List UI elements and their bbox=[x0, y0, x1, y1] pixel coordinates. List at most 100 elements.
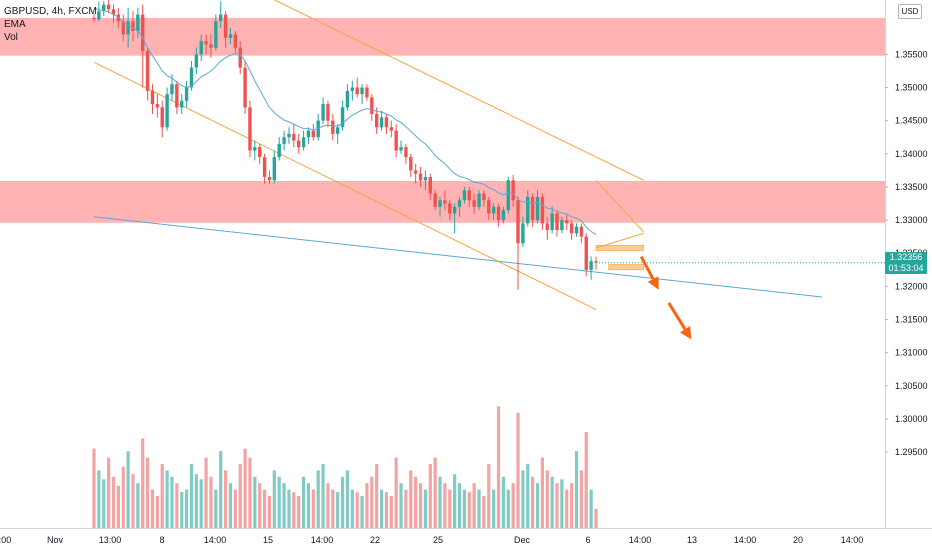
current-price-tag: 1.32356 01:53:04 bbox=[885, 251, 927, 274]
candle-body bbox=[540, 196, 545, 224]
candle-body bbox=[579, 226, 584, 237]
support-line[interactable] bbox=[93, 216, 822, 298]
candle bbox=[487, 196, 491, 221]
projection-arrow-1-head bbox=[647, 276, 659, 290]
candle bbox=[589, 256, 593, 280]
volume-bar bbox=[92, 448, 96, 528]
volume-bar bbox=[175, 483, 179, 528]
symbol-label[interactable]: GBPUSD, 4h, FXCM bbox=[4, 6, 97, 17]
volume-bar bbox=[340, 476, 345, 528]
candle-body bbox=[594, 261, 598, 263]
candle bbox=[175, 80, 179, 115]
candle-body bbox=[267, 176, 272, 181]
candle bbox=[214, 14, 218, 52]
candle-body bbox=[175, 84, 179, 108]
candle-body bbox=[253, 147, 257, 151]
volume-bar bbox=[248, 457, 252, 528]
volume-bar bbox=[204, 457, 208, 528]
zone-1[interactable] bbox=[595, 244, 644, 251]
x-tick-label: 22 bbox=[370, 535, 380, 545]
volume-bar bbox=[321, 464, 325, 528]
price-axis[interactable]: 1.35500 1.35000 1.34500 1.34000 1.33500 1.330… bbox=[596, 49, 928, 457]
x-tick-label: 20 bbox=[793, 535, 803, 545]
candle-body bbox=[136, 14, 140, 32]
volume-bar bbox=[535, 483, 540, 528]
resistance-zone-2 bbox=[0, 180, 885, 223]
volume-bar bbox=[126, 451, 130, 528]
volume-bar bbox=[570, 483, 574, 528]
candle bbox=[565, 213, 569, 231]
candle bbox=[448, 200, 452, 221]
x-tick-label: 14:00 bbox=[629, 535, 652, 545]
volume-bar bbox=[146, 457, 150, 528]
zone-2[interactable] bbox=[608, 264, 644, 271]
candle-body bbox=[355, 87, 359, 95]
candle-body bbox=[526, 196, 530, 224]
candle-body bbox=[277, 143, 281, 158]
candle-body bbox=[418, 173, 423, 181]
projection-arrow-1[interactable] bbox=[639, 255, 659, 290]
projection-arrow-2-shaft bbox=[667, 302, 687, 330]
volume-bar bbox=[131, 474, 135, 528]
upper-channel[interactable] bbox=[274, 0, 644, 181]
candle bbox=[233, 31, 238, 55]
y-tick-label: 1.30000 bbox=[895, 414, 928, 424]
volume-bar bbox=[189, 464, 194, 528]
candle-body bbox=[194, 54, 199, 68]
candle bbox=[136, 7, 140, 38]
volume-bar bbox=[155, 496, 159, 528]
vol-legend[interactable]: Vol bbox=[4, 32, 18, 43]
volume-bar bbox=[170, 476, 174, 528]
candle bbox=[569, 220, 574, 240]
volume-bar bbox=[292, 492, 296, 528]
volume-bar bbox=[214, 489, 218, 528]
candle-body bbox=[574, 226, 579, 234]
candle bbox=[462, 186, 467, 204]
candle-body bbox=[121, 21, 125, 35]
volume-bar bbox=[472, 483, 476, 528]
candle bbox=[438, 196, 442, 217]
candle-body bbox=[584, 236, 588, 270]
candle-countdown: 01:53:04 bbox=[888, 262, 924, 273]
candle-body bbox=[472, 200, 476, 207]
candle-body bbox=[189, 67, 194, 88]
volume-bar bbox=[545, 470, 549, 528]
y-tick-label: 1.34500 bbox=[895, 116, 928, 126]
candle bbox=[550, 206, 554, 234]
candle-body bbox=[287, 133, 291, 138]
candle-body bbox=[331, 120, 335, 134]
y-tick-label: 1.35000 bbox=[895, 83, 928, 93]
projection-arrow-2[interactable] bbox=[667, 302, 692, 340]
currency-badge[interactable]: USD bbox=[898, 4, 922, 19]
candle-body bbox=[155, 104, 160, 108]
x-tick-label: Nov bbox=[47, 535, 64, 545]
current-price-value: 1.32356 bbox=[889, 251, 923, 262]
volume-bar bbox=[414, 476, 418, 528]
candle bbox=[287, 127, 291, 144]
x-tick-label: 14:00 bbox=[204, 535, 227, 545]
y-tick-label: 1.30500 bbox=[895, 381, 928, 391]
candle bbox=[160, 100, 164, 138]
candle bbox=[92, 13, 96, 23]
volume-bar bbox=[111, 476, 116, 528]
volume-bar bbox=[487, 464, 491, 528]
candle-body bbox=[360, 87, 364, 95]
chart-legend: GBPUSD, 4h, FXCM EMA Vol bbox=[4, 5, 97, 44]
x-tick-label: 14:00 bbox=[841, 535, 864, 545]
candle-body bbox=[238, 47, 242, 68]
candle-body bbox=[345, 90, 350, 108]
volume-bar bbox=[262, 489, 267, 528]
candle bbox=[506, 176, 510, 214]
candle-body bbox=[97, 11, 101, 20]
candle bbox=[131, 11, 135, 42]
time-axis[interactable]: :00 Nov 13:00 8 14:00 15 14:00 22 25 Dec 6 14:00 13 1… bbox=[0, 535, 863, 545]
candle bbox=[560, 216, 564, 234]
candle bbox=[340, 100, 345, 131]
candle bbox=[443, 190, 447, 211]
ema-legend[interactable]: EMA bbox=[4, 19, 26, 30]
candle-body bbox=[487, 200, 491, 214]
volume-bar bbox=[165, 470, 169, 528]
candle-body bbox=[180, 100, 184, 108]
triangle-upper[interactable] bbox=[595, 179, 645, 233]
